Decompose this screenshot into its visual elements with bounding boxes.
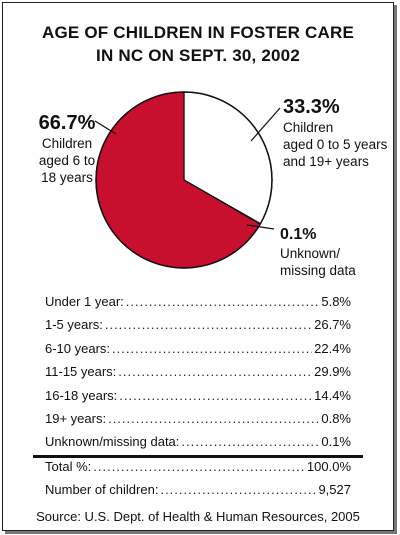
row-label: 6-10 years: — [45, 340, 111, 356]
table-row: Number of children: 9,527 — [45, 482, 351, 505]
row-label: Unknown/missing data: — [45, 434, 180, 450]
dot-leader — [112, 341, 312, 356]
pie-chart — [94, 91, 281, 269]
pie-slices — [95, 91, 273, 269]
slice-label-0-to-5-and-19-plus: 33.3% Children aged 0 to 5 years and 19+… — [283, 95, 393, 170]
row-label: Number of children: — [45, 482, 159, 498]
dot-leader — [160, 482, 316, 497]
slice-label-line: Unknown/ — [280, 246, 341, 261]
leader-line-left — [94, 120, 117, 135]
slice-label-line: Children — [283, 120, 334, 135]
row-label: 19+ years: — [45, 410, 107, 426]
slice-pct: 33.3% — [283, 96, 340, 118]
leader-line-small — [246, 224, 275, 230]
row-label: 11-15 years: — [45, 364, 117, 380]
slice-label-6-to-18: 66.7% Children aged 6 to 18 years — [27, 111, 107, 186]
table-row: 16-18 years: 14.4% — [45, 388, 351, 411]
totals-divider — [33, 455, 363, 458]
slice-label-line: 18 years — [41, 170, 93, 185]
chart-frame: AGE OF CHILDREN IN FOSTER CARE IN NC ON … — [2, 2, 394, 531]
dot-leader — [105, 317, 312, 332]
slice-label-line: and 19+ years — [283, 154, 369, 169]
row-value: 5.8% — [321, 294, 351, 309]
source-note: Source: U.S. Dept. of Health & Human Res… — [36, 509, 360, 524]
dot-leader — [93, 459, 305, 474]
chart-title: AGE OF CHILDREN IN FOSTER CARE IN NC ON … — [3, 21, 393, 67]
row-value: 0.8% — [321, 410, 351, 426]
row-label: Under 1 year: — [45, 294, 124, 309]
table-row: Under 1 year: 5.8% — [45, 294, 351, 317]
row-value: 26.7% — [314, 317, 351, 333]
leader-line-right — [250, 107, 281, 142]
table-row: 6-10 years: 22.4% — [45, 341, 351, 364]
dot-leader — [108, 411, 319, 426]
table-row: 11-15 years: 29.9% — [45, 364, 351, 387]
slice-pct: 66.7% — [38, 112, 96, 134]
slice-label-line: aged 0 to 5 years — [283, 137, 388, 152]
slice-label-line: Children — [41, 136, 93, 151]
age-breakdown-table: Under 1 year: 5.8% 1-5 years: 26.7% 6-10 y… — [45, 294, 351, 458]
row-label: 16-18 years: — [45, 387, 118, 403]
row-label: Total %: — [45, 459, 92, 474]
pie-outline — [95, 91, 273, 269]
dot-leader — [181, 434, 319, 449]
row-value: 0.1% — [321, 434, 351, 450]
title-line-2: IN NC ON SEPT. 30, 2002 — [96, 46, 300, 65]
row-value: 22.4% — [314, 340, 351, 356]
totals-table: Total %: 100.0% Number of children: 9,527 — [45, 459, 351, 506]
row-label: 1-5 years: — [45, 317, 103, 333]
title-line-1: AGE OF CHILDREN IN FOSTER CARE — [41, 23, 354, 42]
row-value: 9,527 — [318, 482, 351, 498]
slice-pct: 0.1% — [280, 226, 317, 243]
dot-leader — [118, 364, 312, 379]
row-value: 14.4% — [314, 387, 351, 403]
dot-leader — [126, 294, 320, 309]
slice-label-line: aged 6 to — [38, 153, 96, 168]
table-row: Total %: 100.0% — [45, 459, 351, 482]
label-leader-lines — [94, 107, 281, 230]
table-row: 1-5 years: 26.7% — [45, 317, 351, 340]
dot-leader — [119, 388, 312, 403]
slice-label-unknown: 0.1% Unknown/ missing data — [280, 225, 390, 279]
table-row: 19+ years: 0.8% — [45, 411, 351, 434]
row-value: 29.9% — [314, 364, 351, 380]
row-value: 100.0% — [306, 459, 351, 474]
table-row: Unknown/missing data: 0.1% — [45, 434, 351, 457]
slice-label-line: missing data — [280, 263, 356, 278]
